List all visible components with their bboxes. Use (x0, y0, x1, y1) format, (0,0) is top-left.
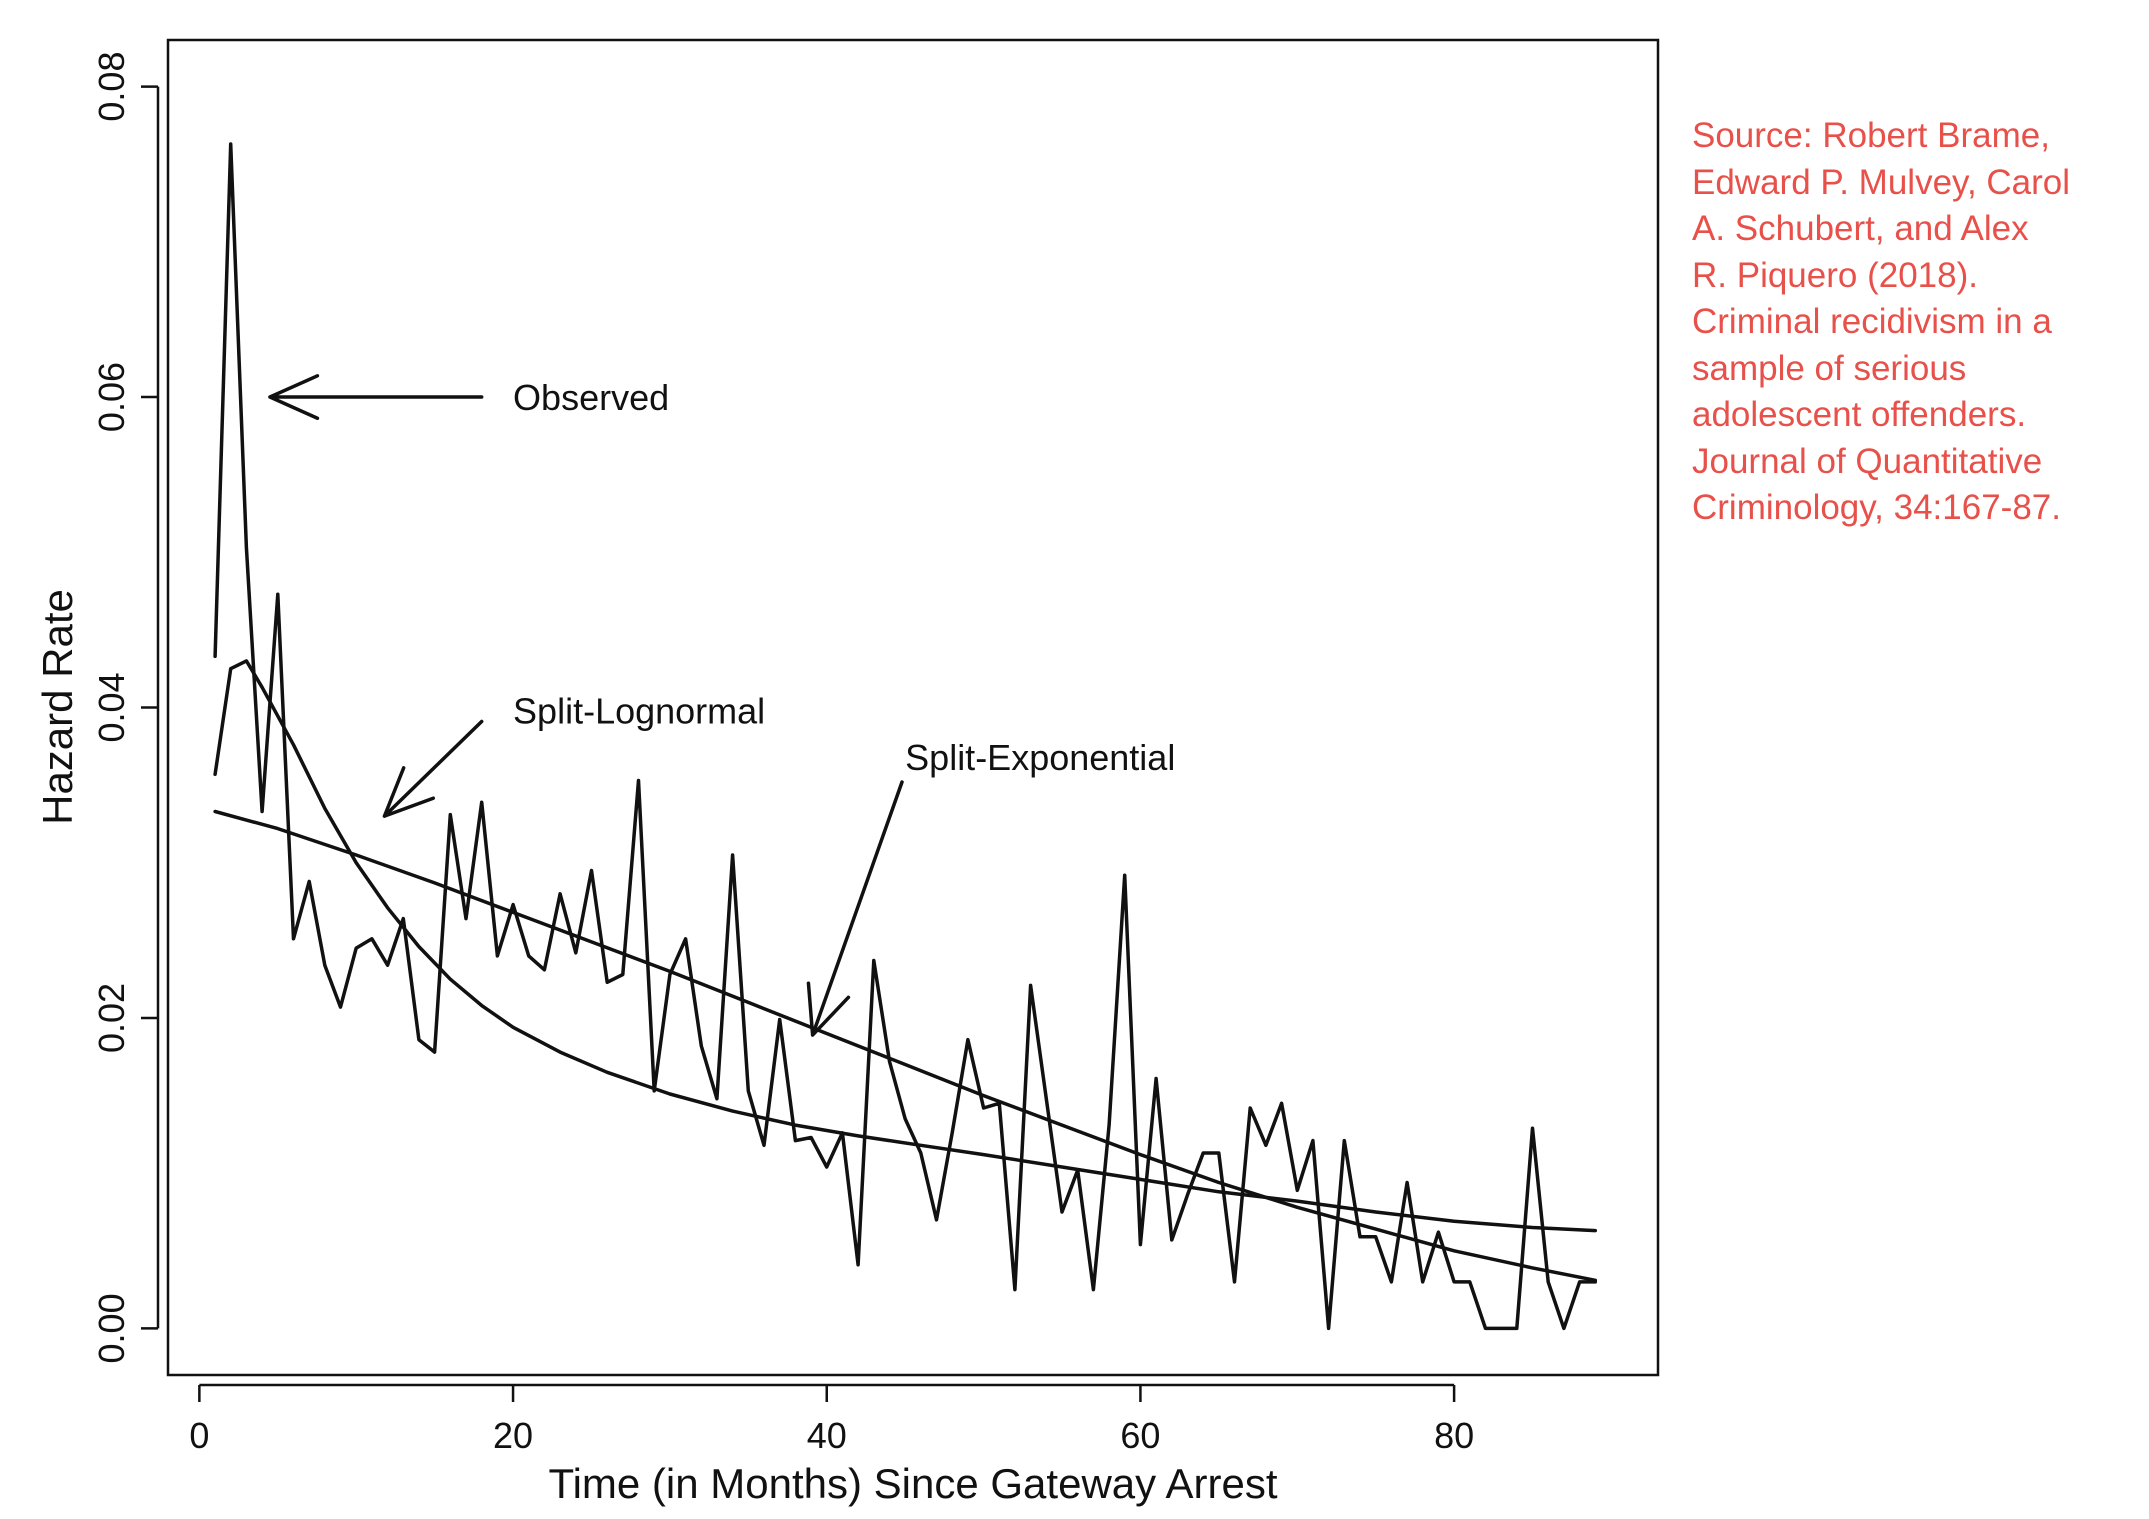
source-citation-line: A. Schubert, and Alex (1692, 209, 2029, 248)
y-tick-label: 0.06 (91, 362, 132, 432)
x-tick-label: 20 (493, 1415, 533, 1456)
source-citation-line: sample of serious (1692, 348, 1967, 388)
source-citation-line: R. Piquero (2018). (1692, 255, 1978, 295)
annotation-arrow-split-exponential (806, 780, 904, 1037)
x-tick-label: 0 (189, 1415, 209, 1456)
annotation-layer: Observed Split-Lognormal Split-Exponential (268, 374, 1175, 1037)
plot-frame (166, 38, 1660, 1377)
source-citation-line: adolescent offenders. (1692, 395, 2027, 434)
y-axis: 0.00 0.02 0.04 0.06 0.08 (91, 52, 160, 1363)
annotation-label-split-exponential: Split-Exponential (905, 737, 1175, 778)
source-citation-line: Source: Robert Brame, (1692, 116, 2050, 155)
annotation-label-observed: Observed (513, 377, 669, 418)
series-line-observed (213, 142, 1598, 1331)
series-line-split-exponential (213, 809, 1598, 1283)
annotation-arrow-split-lognormal (382, 719, 484, 818)
source-citation-line: Journal of Quantitative (1692, 441, 2043, 481)
source-citation: Source: Robert Brame, Edward P. Mulvey, C… (1692, 113, 2132, 532)
x-tick-label: 80 (1434, 1415, 1474, 1456)
annotation-label-split-lognormal: Split-Lognormal (513, 691, 765, 732)
source-citation-line: Criminology, 34:167-87. (1692, 488, 2061, 527)
y-tick-label: 0.00 (91, 1293, 132, 1363)
source-citation-line: Edward P. Mulvey, Carol (1692, 162, 2071, 202)
x-tick-label: 60 (1120, 1415, 1160, 1456)
series-layer (213, 142, 1598, 1331)
x-axis-title: Time (in Months) Since Gateway Arrest (548, 1460, 1277, 1507)
source-citation-line: Criminal recidivism in a (1692, 302, 2052, 341)
y-tick-label: 0.02 (91, 983, 132, 1053)
y-tick-label: 0.04 (91, 672, 132, 742)
x-axis: 0 20 40 60 80 (189, 1383, 1474, 1456)
y-axis-title: Hazard Rate (34, 589, 81, 825)
y-tick-label: 0.08 (91, 52, 132, 122)
annotation-arrow-observed (268, 374, 484, 420)
x-tick-label: 40 (807, 1415, 847, 1456)
